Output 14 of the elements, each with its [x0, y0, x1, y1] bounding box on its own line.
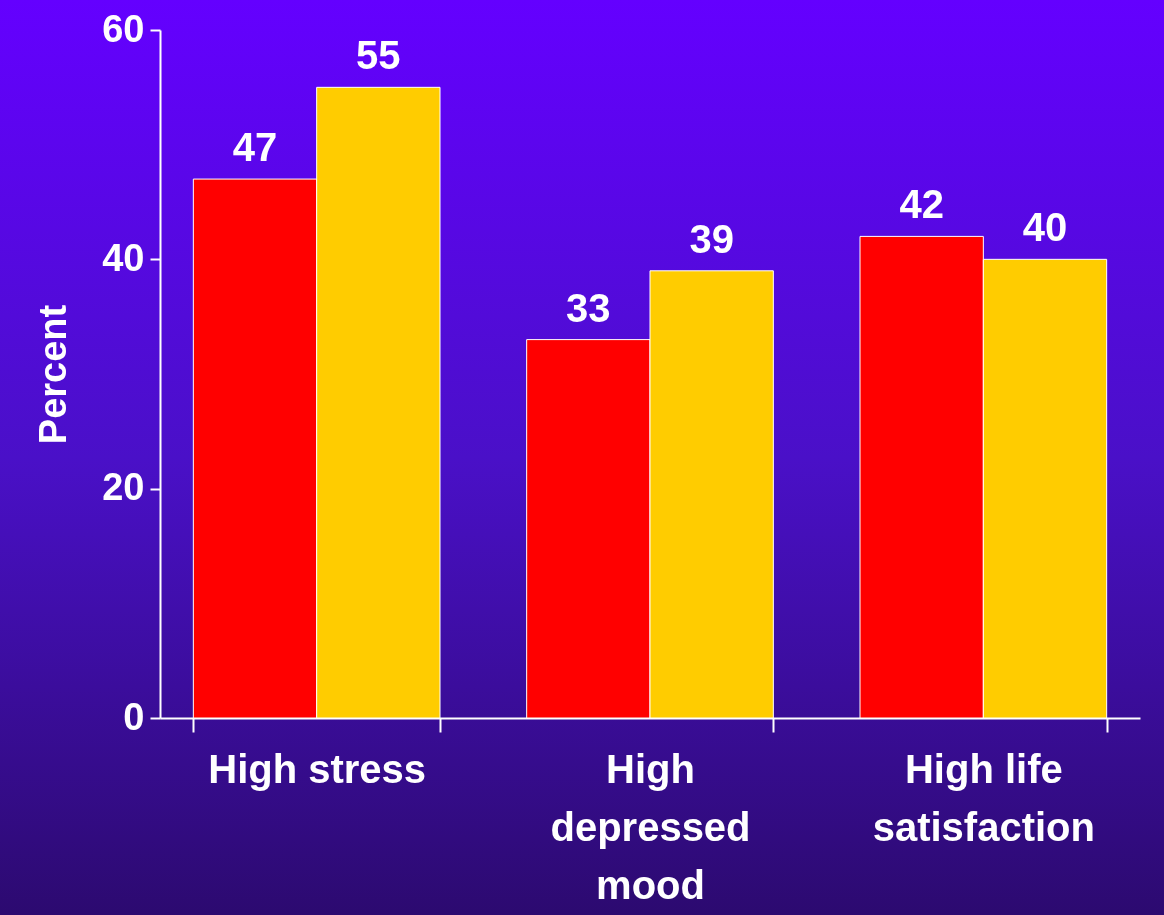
y-tick-label: 60 — [102, 7, 145, 50]
data-label: 55 — [356, 33, 401, 78]
y-tick-label: 20 — [102, 466, 145, 509]
data-label: 42 — [899, 182, 944, 227]
x-tick-label: High stress — [208, 746, 427, 791]
x-tick-label: High depressed mood — [550, 746, 751, 907]
data-label: 40 — [1022, 205, 1068, 250]
data-label: 33 — [566, 285, 611, 330]
y-axis-title: Percent — [32, 304, 75, 445]
data-label: 47 — [232, 125, 278, 170]
y-tick-label: 0 — [123, 695, 145, 738]
y-tick-label: 40 — [102, 236, 145, 279]
data-label: 39 — [689, 216, 734, 261]
x-tick-label: High life satisfaction — [872, 746, 1095, 849]
